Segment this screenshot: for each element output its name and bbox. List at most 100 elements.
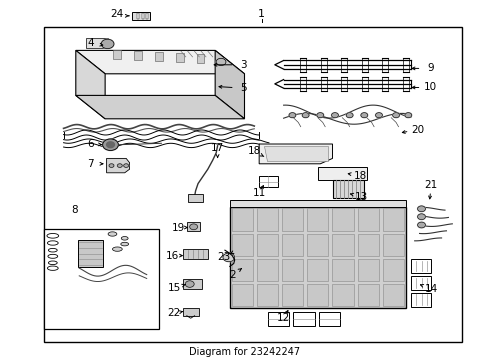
Bar <box>196 54 204 63</box>
Text: 19: 19 <box>171 222 184 233</box>
Polygon shape <box>264 146 327 161</box>
Circle shape <box>189 224 197 230</box>
Bar <box>306 234 328 256</box>
Circle shape <box>375 113 382 118</box>
Text: 6: 6 <box>87 139 94 149</box>
Bar <box>306 208 328 231</box>
Text: 3: 3 <box>240 60 246 70</box>
Bar <box>282 208 303 231</box>
Bar <box>318 312 340 326</box>
Bar <box>256 284 278 306</box>
Bar <box>410 276 430 290</box>
Bar <box>231 284 252 306</box>
Bar <box>293 312 314 326</box>
Bar <box>282 284 303 306</box>
Ellipse shape <box>108 232 117 236</box>
Bar <box>44 27 461 342</box>
Polygon shape <box>215 50 244 119</box>
Bar <box>332 234 353 256</box>
Circle shape <box>331 113 338 118</box>
Text: 12: 12 <box>276 313 290 323</box>
Bar <box>282 234 303 256</box>
Circle shape <box>404 113 411 118</box>
Circle shape <box>216 58 225 66</box>
Bar <box>267 312 289 326</box>
Circle shape <box>123 164 128 167</box>
Ellipse shape <box>112 247 122 251</box>
Bar <box>357 259 378 281</box>
Text: 18: 18 <box>247 146 261 156</box>
Bar <box>382 208 403 231</box>
Bar <box>382 284 403 306</box>
Bar <box>183 308 199 316</box>
Bar <box>357 284 378 306</box>
Bar <box>186 222 200 231</box>
Circle shape <box>417 206 425 212</box>
Text: Diagram for 23242247: Diagram for 23242247 <box>188 347 300 357</box>
Bar <box>188 194 203 202</box>
Bar <box>231 208 252 231</box>
Bar <box>382 259 403 281</box>
Bar <box>332 259 353 281</box>
Bar <box>306 259 328 281</box>
Bar <box>113 50 121 59</box>
Text: 17: 17 <box>210 143 224 153</box>
Bar <box>183 249 207 259</box>
Bar <box>44 229 159 329</box>
Circle shape <box>223 253 234 262</box>
Text: 1: 1 <box>258 9 264 19</box>
Bar <box>231 234 252 256</box>
Text: 11: 11 <box>252 188 265 198</box>
Bar <box>357 234 378 256</box>
Bar <box>134 51 142 60</box>
Bar <box>332 180 364 198</box>
Text: 9: 9 <box>426 63 433 73</box>
Polygon shape <box>76 95 244 119</box>
Ellipse shape <box>121 237 128 240</box>
Bar <box>229 200 405 207</box>
Text: 14: 14 <box>424 284 437 294</box>
Text: 7: 7 <box>87 159 94 169</box>
Bar <box>229 207 405 308</box>
Bar <box>256 259 278 281</box>
Bar <box>142 13 144 19</box>
Bar <box>282 259 303 281</box>
Bar <box>332 284 353 306</box>
Polygon shape <box>76 50 105 119</box>
Circle shape <box>346 113 352 118</box>
Bar <box>231 259 252 281</box>
Bar <box>137 13 139 19</box>
Bar <box>145 13 148 19</box>
Text: 13: 13 <box>354 192 368 202</box>
Polygon shape <box>259 144 332 164</box>
Text: 15: 15 <box>167 283 181 293</box>
Text: 22: 22 <box>167 308 181 318</box>
Ellipse shape <box>121 242 128 246</box>
Circle shape <box>288 113 295 118</box>
Circle shape <box>106 142 114 148</box>
Circle shape <box>316 113 323 118</box>
Text: 23: 23 <box>216 252 230 262</box>
Circle shape <box>185 281 194 287</box>
Circle shape <box>102 139 118 150</box>
Polygon shape <box>317 167 366 180</box>
Circle shape <box>360 113 367 118</box>
Bar <box>410 293 430 307</box>
Bar <box>183 279 202 289</box>
Circle shape <box>417 222 425 228</box>
Polygon shape <box>76 50 244 74</box>
Text: 24: 24 <box>110 9 124 19</box>
Text: 5: 5 <box>240 83 246 93</box>
Text: 18: 18 <box>353 171 367 181</box>
Text: 16: 16 <box>165 251 179 261</box>
Bar <box>259 176 277 187</box>
Circle shape <box>117 164 122 167</box>
Bar <box>306 284 328 306</box>
Bar <box>332 208 353 231</box>
Circle shape <box>109 164 114 167</box>
Bar <box>85 38 107 48</box>
Bar <box>155 52 163 61</box>
Bar <box>357 208 378 231</box>
Text: 10: 10 <box>423 82 436 93</box>
Bar <box>410 259 430 273</box>
